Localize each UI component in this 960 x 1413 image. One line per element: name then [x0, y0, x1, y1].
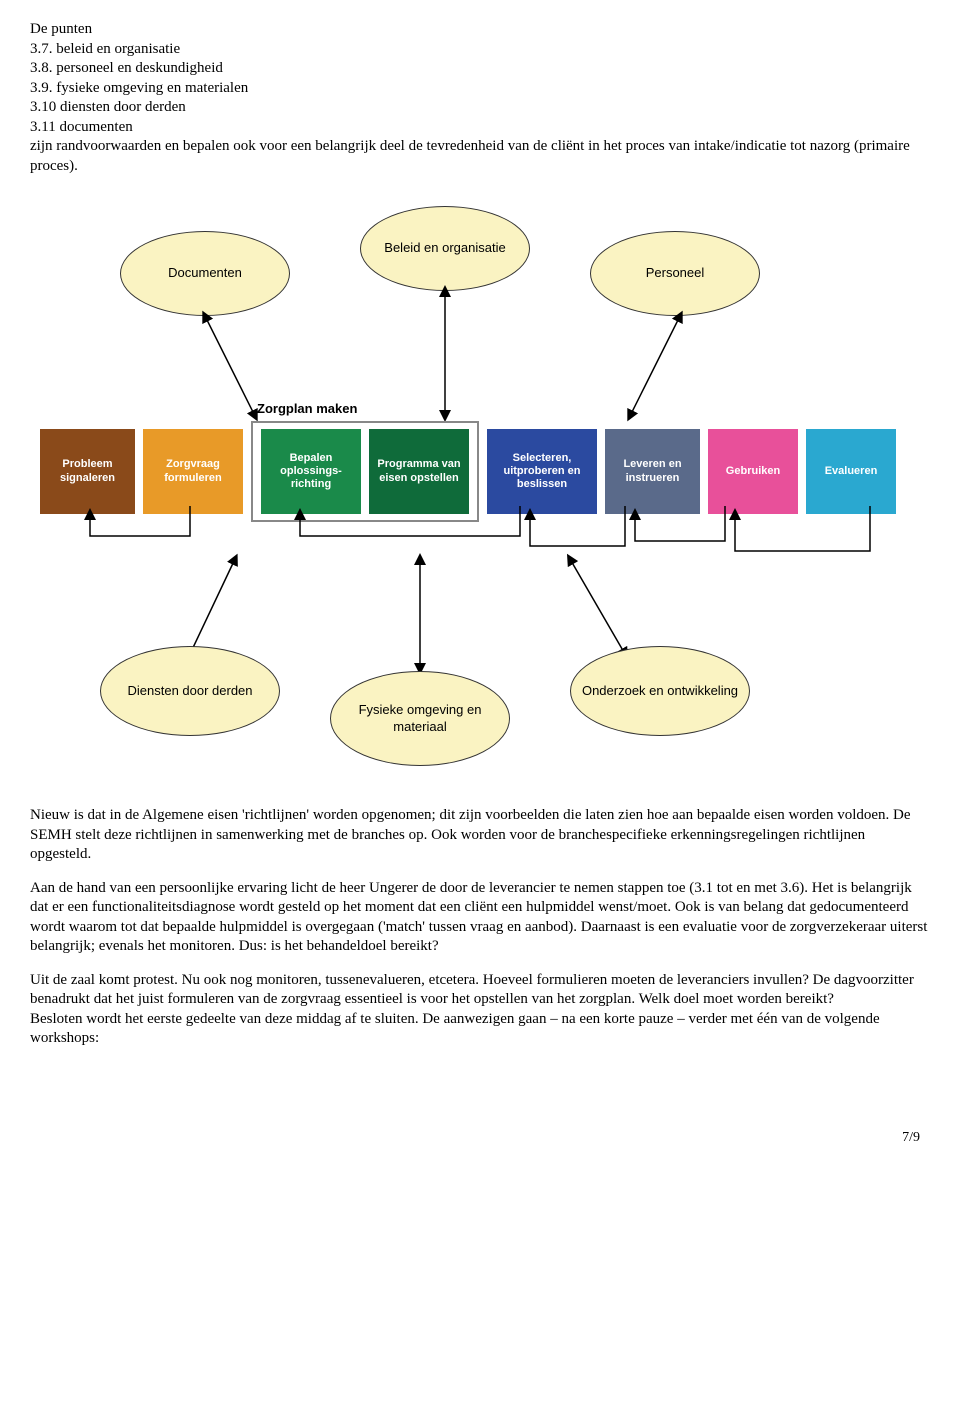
- ellipse-documenten: Documenten: [120, 231, 290, 316]
- ellipse-label: Fysieke omgeving en materiaal: [335, 702, 505, 736]
- line: 3.9. fysieke omgeving en materialen: [30, 79, 930, 99]
- ellipse-diensten: Diensten door derden: [100, 646, 280, 736]
- ellipse-label: Documenten: [168, 265, 242, 282]
- ellipse-label: Diensten door derden: [127, 683, 252, 700]
- process-diagram: Documenten Beleid en organisatie Persone…: [30, 196, 930, 776]
- flow-step-0: Probleem signaleren: [40, 429, 135, 514]
- line: zijn randvoorwaarden en bepalen ook voor…: [30, 137, 930, 176]
- flow-step-5: Leveren en instrueren: [605, 429, 700, 514]
- ellipse-onderzoek: Onderzoek en ontwikkeling: [570, 646, 750, 736]
- line: 3.7. beleid en organisatie: [30, 40, 930, 60]
- flow-step-4: Selecteren, uitproberen en beslissen: [487, 429, 597, 514]
- flow-step-1: Zorgvraag formuleren: [143, 429, 243, 514]
- flow-step-7: Evalueren: [806, 429, 896, 514]
- paragraph-3: Uit de zaal komt protest. Nu ook nog mon…: [30, 971, 930, 1010]
- arrow-bottom-right: [560, 559, 640, 659]
- arrow-bottom-left: [180, 559, 260, 659]
- ellipse-label: Personeel: [646, 265, 705, 282]
- flow-step-2: Bepalen oplossings-richting: [261, 429, 361, 514]
- feedback-arrows: [40, 506, 920, 561]
- arrow-top-right: [620, 316, 700, 421]
- zorgplan-label: Zorgplan maken: [257, 401, 357, 418]
- arrow-top-mid: [435, 291, 455, 421]
- ellipse-fysieke: Fysieke omgeving en materiaal: [330, 671, 510, 766]
- line: 3.8. personeel en deskundigheid: [30, 59, 930, 79]
- flow-step-6: Gebruiken: [708, 429, 798, 514]
- ellipse-label: Onderzoek en ontwikkeling: [582, 683, 738, 700]
- ellipse-beleid: Beleid en organisatie: [360, 206, 530, 291]
- ellipse-personeel: Personeel: [590, 231, 760, 316]
- line: 3.10 diensten door derden: [30, 98, 930, 118]
- ellipse-label: Beleid en organisatie: [384, 240, 505, 257]
- flow-step-3: Programma van eisen opstellen: [369, 429, 469, 514]
- paragraph-2: Aan de hand van een persoonlijke ervarin…: [30, 879, 930, 957]
- line: De punten: [30, 20, 930, 40]
- line: 3.11 documenten: [30, 118, 930, 138]
- arrow-bottom-mid: [410, 559, 430, 674]
- paragraph-4: Besloten wordt het eerste gedeelte van d…: [30, 1010, 930, 1049]
- page-number: 7/9: [30, 1129, 930, 1147]
- paragraph-1: Nieuw is dat in de Algemene eisen 'richt…: [30, 806, 930, 865]
- intro-lines: De punten 3.7. beleid en organisatie 3.8…: [30, 20, 930, 176]
